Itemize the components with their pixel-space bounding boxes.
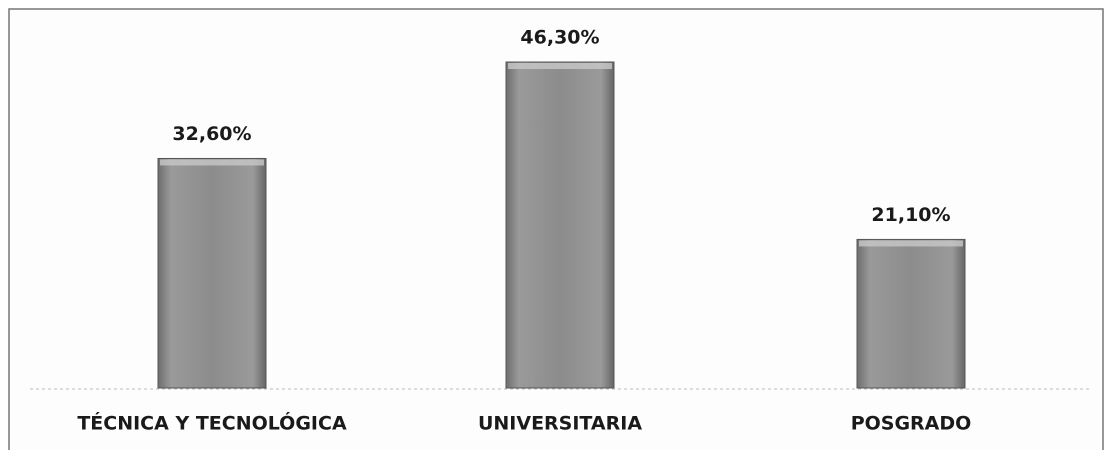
value-label: 32,60%	[172, 123, 251, 145]
bar-bevel	[508, 63, 612, 69]
bar	[157, 157, 267, 389]
value-label: 46,30%	[520, 27, 599, 49]
value-label: 21,10%	[871, 204, 950, 226]
category-label: POSGRADO	[851, 413, 972, 435]
bar	[856, 238, 966, 389]
category-label: TÉCNICA Y TECNOLÓGICA	[77, 411, 347, 435]
bar	[505, 61, 615, 389]
bar-bevel	[160, 159, 264, 166]
bar-bevel	[859, 240, 963, 247]
category-label: UNIVERSITARIA	[478, 413, 642, 435]
